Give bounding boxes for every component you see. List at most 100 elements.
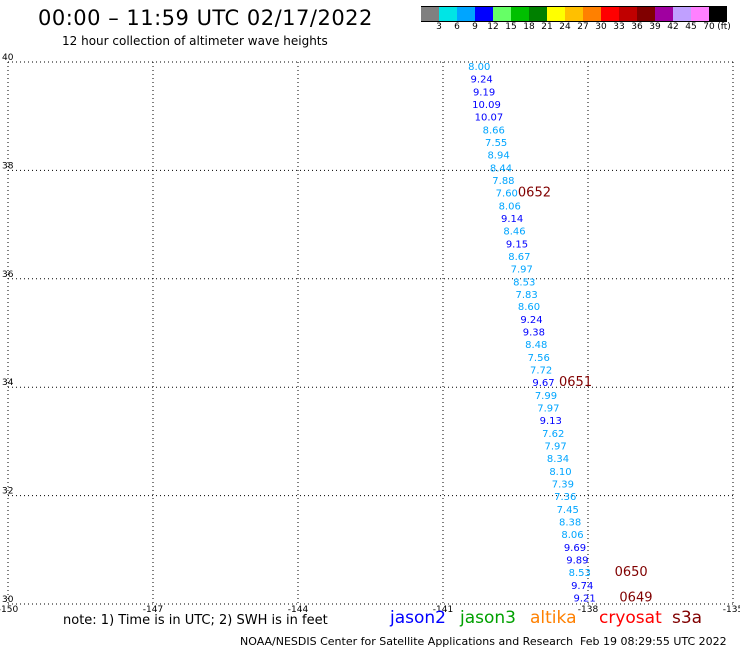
color-scale-label: 27 [577,22,589,32]
legend-cryosat: cryosat [599,608,662,628]
wave-height-value: 8.34 [547,454,569,465]
lon-tick-label: -135 [723,605,740,615]
wave-height-value: 7.83 [515,290,537,301]
color-scale-label: 36 [631,22,643,32]
lat-tick-label: 32 [2,487,13,497]
lat-tick-label: 30 [2,595,14,605]
wave-height-value: 9.89 [566,555,588,566]
time-label: 0650 [615,565,648,580]
wave-height-value: 7.72 [530,366,552,377]
lat-tick-label: 36 [2,270,14,280]
color-scale-label: 15 [505,22,517,32]
color-swatch [529,7,547,21]
color-scale-label: 42 [667,22,679,32]
color-scale-label: 12 [487,22,499,32]
footnote: note: 1) Time is in UTC; 2) SWH is in fe… [63,613,328,628]
color-swatch [619,7,637,21]
color-scale-label: 24 [559,22,571,32]
wave-height-value: 8.66 [483,126,505,137]
wave-height-value: 8.48 [525,340,547,351]
color-swatch [583,7,601,21]
wave-height-value: 7.36 [554,492,576,503]
wave-height-value: 9.19 [473,88,495,99]
wave-height-value: 8.00 [468,62,490,73]
wave-height-value: 7.60 [496,188,518,199]
lon-tick-label: -147 [143,605,163,615]
lon-tick-label: -138 [578,605,599,615]
color-swatch [637,7,655,21]
wave-height-value: 8.38 [559,517,581,528]
wave-height-value: 8.60 [518,302,540,313]
color-swatch [709,7,727,21]
color-swatch [601,7,619,21]
wave-height-value: 8.06 [499,201,521,212]
wave-height-value: 7.97 [544,442,566,453]
wave-height-value: 10.07 [475,113,504,124]
color-scale-label: 21 [541,22,553,32]
color-swatch [457,7,475,21]
wave-height-value: 7.99 [535,391,557,402]
wave-height-value: 7.45 [557,505,579,516]
wave-height-value: 10.09 [472,100,501,111]
color-scale-label: 45 [685,22,697,32]
wave-height-value: 8.06 [561,530,583,541]
color-scale-unit: (ft) [717,22,731,32]
color-swatch [475,7,493,21]
wave-height-value: 7.62 [542,429,564,440]
wave-height-value: 8.44 [490,163,512,174]
wave-height-value: 9.13 [540,416,562,427]
lat-tick-label: 38 [2,161,14,171]
wave-height-value: 9.67 [532,378,554,389]
timestamp: Feb 19 08:29:55 UTC 2022 [580,635,727,648]
color-scale-label: 39 [649,22,661,32]
wave-height-value: 8.53 [569,568,591,579]
lon-tick-label: -150 [0,605,18,615]
color-scale-label: 9 [472,22,478,32]
lat-tick-label: 34 [2,378,14,388]
credit-text: NOAA/NESDIS Center for Satellite Applica… [240,635,574,648]
wave-height-value: 9.38 [523,328,545,339]
color-swatch [439,7,457,21]
wave-height-value: 9.21 [573,593,595,604]
wave-height-value: 9.74 [571,581,593,592]
color-scale-label: 3 [436,22,442,32]
wave-height-value: 9.24 [520,315,542,326]
time-label: 0651 [559,375,592,390]
legend-altika: altika [530,608,577,628]
time-label: 0649 [619,590,652,605]
color-scale-label: 6 [454,22,460,32]
wave-height-value: 8.94 [487,150,509,161]
lat-tick-label: 40 [2,53,14,63]
color-swatch [511,7,529,21]
color-scale-label: 33 [613,22,625,32]
wave-height-value: 9.24 [471,75,493,86]
wave-height-value: 7.97 [511,264,533,275]
legend-jason2: jason2 [390,608,446,628]
lon-tick-label: -141 [433,605,453,615]
color-swatch [655,7,673,21]
wave-height-value: 7.56 [528,353,550,364]
wave-height-value: 8.53 [513,277,535,288]
color-swatch [673,7,691,21]
wave-height-value: 7.39 [552,479,574,490]
wave-height-value: 7.88 [492,176,514,187]
wave-height-value: 9.15 [506,239,528,250]
color-scale-label: 30 [595,22,607,32]
wave-height-value: 9.14 [501,214,523,225]
map-title: 00:00 – 11:59 UTC 02/17/2022 [38,6,373,30]
wave-height-value: 7.55 [485,138,507,149]
wave-height-value: 8.67 [508,252,530,263]
lon-tick-label: -144 [288,605,309,615]
time-label: 0652 [518,185,551,200]
legend-jason3: jason3 [460,608,516,628]
color-scale-label: 70 [703,22,715,32]
wave-height-value: 8.46 [503,226,525,237]
wave-height-value: 9.69 [564,543,586,554]
wave-height-color-scale [421,6,727,22]
color-swatch [691,7,709,21]
color-swatch [547,7,565,21]
wave-height-value: 7.97 [537,404,559,415]
color-swatch [421,7,439,21]
color-scale-label: 18 [523,22,535,32]
